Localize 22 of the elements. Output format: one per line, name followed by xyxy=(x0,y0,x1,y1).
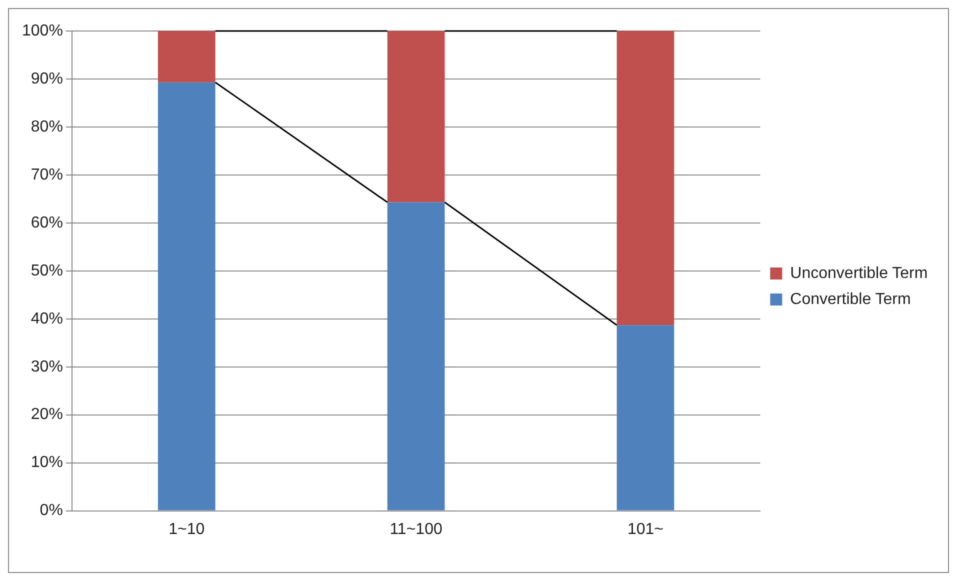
y-tick-label: 40% xyxy=(30,310,63,328)
y-tick-label: 70% xyxy=(30,166,63,184)
x-tick-label: 1~10 xyxy=(168,520,205,538)
bar xyxy=(616,31,674,326)
y-tick-label: 60% xyxy=(30,214,63,232)
y-tick-label: 10% xyxy=(30,454,63,472)
y-tick-label: 20% xyxy=(30,406,63,424)
legend-label: Unconvertible Term xyxy=(790,264,928,282)
y-tick-label: 0% xyxy=(40,502,63,520)
bar xyxy=(387,31,445,202)
legend-label: Convertible Term xyxy=(790,290,911,308)
bar xyxy=(158,82,216,510)
y-tick-label: 90% xyxy=(30,70,63,88)
x-tick-label: 101~ xyxy=(627,520,664,538)
y-tick-label: 80% xyxy=(30,118,63,136)
x-tick-label: 11~100 xyxy=(390,520,442,538)
bar xyxy=(158,31,216,82)
y-tick-label: 30% xyxy=(30,358,63,376)
y-tick-label: 50% xyxy=(30,262,63,280)
bar xyxy=(387,202,445,510)
bar xyxy=(616,325,674,510)
y-tick-label: 100% xyxy=(22,22,63,40)
